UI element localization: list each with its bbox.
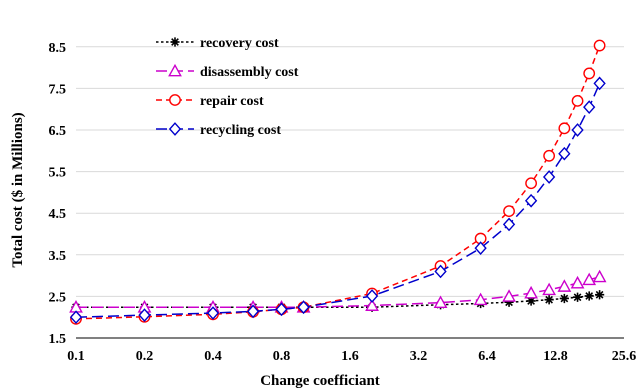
data-point bbox=[570, 275, 585, 289]
data-point bbox=[473, 292, 488, 306]
data-point bbox=[365, 289, 379, 303]
data-point bbox=[559, 293, 569, 304]
data-point bbox=[275, 302, 288, 317]
data-point bbox=[525, 177, 538, 190]
x-tick-label: 12.8 bbox=[543, 349, 568, 364]
data-point bbox=[543, 149, 556, 162]
x-tick-label: 1.6 bbox=[341, 349, 359, 364]
data-point bbox=[502, 289, 516, 302]
data-point bbox=[592, 269, 607, 283]
y-tick-label: 8.5 bbox=[49, 41, 67, 56]
x-axis-title: Change coefficiant bbox=[260, 373, 380, 389]
grid-lines bbox=[76, 46, 624, 339]
data-point bbox=[502, 217, 516, 232]
data-point bbox=[297, 300, 310, 315]
y-tick-label: 3.5 bbox=[49, 249, 67, 264]
legend-label: recycling cost bbox=[200, 123, 281, 138]
y-tick-label: 1.5 bbox=[49, 332, 67, 347]
legend-label: recovery cost bbox=[200, 36, 279, 51]
y-tick-label: 2.5 bbox=[49, 290, 67, 305]
legend-label: disassembly cost bbox=[200, 65, 299, 80]
series-line bbox=[75, 45, 601, 320]
data-point bbox=[168, 63, 182, 77]
data-point bbox=[526, 296, 536, 306]
y-tick-label: 5.5 bbox=[49, 166, 67, 181]
x-axis: 0.1 0.2 0.4 0.8 1.6 3.2 6.4 12.8 25.6 bbox=[67, 349, 636, 364]
series-line bbox=[76, 293, 600, 308]
y-axis: 1.5 2.5 3.5 4.5 5.5 6.5 7.5 8.5 bbox=[49, 41, 67, 347]
x-tick-label: 0.2 bbox=[136, 349, 154, 364]
data-point bbox=[69, 310, 83, 325]
data-point bbox=[593, 39, 606, 52]
data-point bbox=[571, 94, 584, 107]
x-tick-label: 0.8 bbox=[273, 349, 291, 364]
data-point bbox=[558, 146, 571, 161]
x-tick-label: 6.4 bbox=[478, 349, 496, 364]
series-recycling-cost bbox=[69, 76, 606, 325]
y-tick-label: 7.5 bbox=[49, 82, 67, 97]
data-point bbox=[593, 76, 606, 91]
data-point bbox=[170, 37, 180, 47]
x-tick-label: 25.6 bbox=[612, 349, 637, 364]
legend-label: repair cost bbox=[200, 94, 264, 109]
data-point bbox=[542, 170, 556, 184]
data-point bbox=[138, 308, 151, 322]
data-point bbox=[434, 264, 447, 279]
data-point bbox=[524, 285, 538, 299]
data-point bbox=[524, 193, 538, 208]
y-axis-title: Total cost ($ in Millions) bbox=[10, 112, 26, 267]
data-point bbox=[583, 100, 596, 114]
data-point bbox=[206, 306, 220, 320]
data-point bbox=[169, 94, 181, 106]
y-tick-label: 4.5 bbox=[49, 207, 67, 222]
legend-entry: disassembly cost bbox=[156, 63, 299, 80]
data-point bbox=[433, 295, 448, 309]
data-point bbox=[365, 298, 379, 311]
legend: recovery cost disassembly cost repair cost… bbox=[156, 36, 299, 138]
data-point bbox=[558, 122, 571, 135]
x-tick-label: 0.4 bbox=[204, 349, 222, 364]
data-point bbox=[168, 122, 182, 136]
legend-entry: recycling cost bbox=[156, 122, 281, 138]
data-point bbox=[584, 291, 594, 301]
data-point bbox=[246, 304, 260, 319]
data-point bbox=[583, 67, 596, 80]
legend-entry: repair cost bbox=[156, 94, 264, 109]
data-point bbox=[595, 290, 605, 300]
data-point bbox=[557, 279, 572, 292]
y-tick-label: 6.5 bbox=[49, 124, 67, 139]
x-tick-label: 3.2 bbox=[410, 349, 428, 364]
data-point bbox=[474, 241, 487, 255]
x-tick-label: 0.1 bbox=[67, 349, 85, 364]
data-point bbox=[542, 282, 557, 296]
data-point bbox=[544, 295, 554, 305]
data-point bbox=[504, 297, 514, 307]
series-line bbox=[75, 83, 601, 318]
data-point bbox=[572, 292, 583, 302]
data-point bbox=[503, 205, 515, 218]
data-point bbox=[571, 123, 584, 137]
series-group bbox=[69, 39, 607, 325]
series-disassembly-cost bbox=[69, 269, 607, 313]
data-point bbox=[582, 272, 597, 286]
series-line bbox=[76, 276, 600, 308]
legend-entry: recovery cost bbox=[156, 36, 279, 51]
series-repair-cost bbox=[70, 39, 606, 325]
